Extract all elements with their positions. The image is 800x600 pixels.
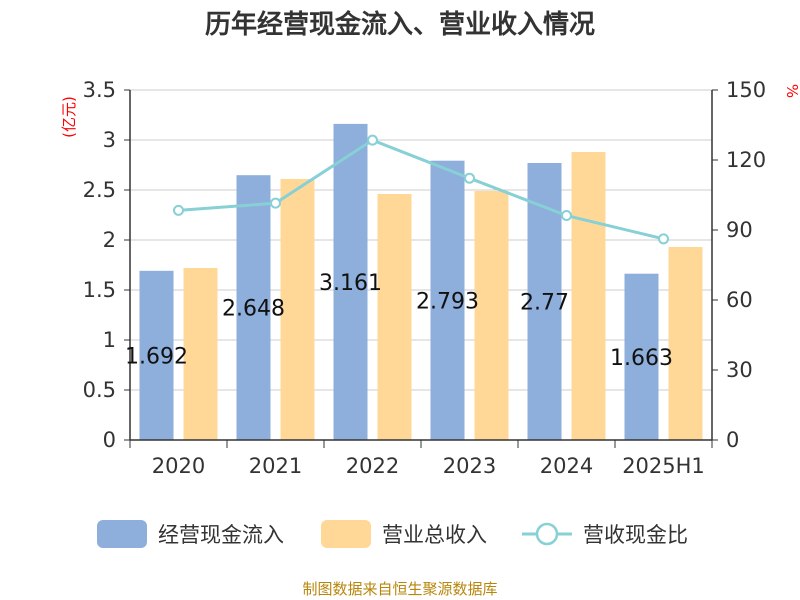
left-tick-label: 0.5 — [83, 378, 116, 402]
bar-revenue — [668, 247, 703, 440]
gridlines — [130, 89, 712, 391]
axes: 0 0.5 1 1.5 2 2.5 3 3.5 0 30 60 90 120 150 2020 2021 202… — [83, 78, 767, 478]
legend-swatch — [97, 520, 147, 548]
left-tick-label: 2.5 — [83, 178, 116, 202]
bar-cash-inflow — [430, 160, 465, 440]
legend-swatch — [321, 520, 371, 548]
data-labels: 1.692 2.648 3.161 2.793 2.77 1.663 — [125, 271, 673, 371]
chart-title: 历年经营现金流入、营业收入情况 — [205, 9, 595, 40]
ratio-point — [173, 204, 184, 216]
right-tick-label: 120 — [726, 148, 766, 172]
left-tick-label: 0 — [103, 428, 116, 452]
bar-cash-inflow — [624, 273, 659, 440]
ratio-point — [270, 197, 281, 209]
data-label: 1.663 — [610, 346, 673, 371]
data-label: 3.161 — [319, 271, 382, 296]
bar-cash-inflow — [527, 163, 562, 440]
bar-revenue — [183, 268, 218, 440]
right-tick-label: 30 — [726, 358, 753, 382]
ratio-point — [658, 233, 669, 245]
bar-cash-inflow — [236, 175, 271, 440]
ratio-line — [173, 134, 669, 245]
bar-revenue — [377, 194, 412, 440]
legend-marker — [535, 522, 559, 546]
ratio-point — [464, 172, 475, 184]
x-tick-label: 2020 — [152, 454, 205, 478]
right-tick-label: 0 — [726, 428, 739, 452]
left-tick-label: 3 — [103, 128, 116, 152]
left-tick-label: 1.5 — [83, 278, 116, 302]
bar-cash-inflow — [139, 270, 174, 440]
x-tick-label: 2025H1 — [622, 454, 705, 478]
x-tick-label: 2021 — [249, 454, 302, 478]
bar-revenue — [474, 191, 509, 440]
bar-cash-inflow — [333, 123, 368, 441]
data-label: 2.648 — [222, 297, 285, 322]
left-tick-label: 2 — [103, 228, 116, 252]
x-tick-label: 2024 — [540, 454, 593, 478]
data-label: 2.77 — [520, 291, 569, 316]
ratio-point — [367, 134, 378, 146]
legend-label: 营业总收入 — [382, 523, 487, 547]
data-label: 2.793 — [416, 289, 479, 314]
right-axis-unit: % — [783, 84, 800, 98]
right-tick-label: 60 — [726, 288, 753, 312]
legend-label: 经营现金流入 — [158, 523, 284, 547]
x-tick-label: 2023 — [443, 454, 496, 478]
legend-label: 营收现金比 — [583, 523, 688, 547]
left-tick-label: 1 — [103, 328, 116, 352]
source-note: 制图数据来自恒生聚源数据库 — [302, 580, 498, 598]
ratio-point — [561, 210, 572, 222]
right-tick-label: 150 — [726, 78, 766, 102]
data-label: 1.692 — [125, 344, 188, 369]
right-tick-label: 90 — [726, 218, 753, 242]
bar-revenue — [280, 179, 315, 440]
legend: 经营现金流入 营业总收入 营收现金比 — [97, 520, 688, 548]
x-tick-label: 2022 — [346, 454, 399, 478]
left-tick-label: 3.5 — [83, 78, 116, 102]
bars — [139, 123, 703, 441]
ratio-line-path — [178, 138, 664, 241]
bar-revenue — [571, 152, 606, 440]
left-axis-unit: (亿元) — [60, 96, 78, 138]
